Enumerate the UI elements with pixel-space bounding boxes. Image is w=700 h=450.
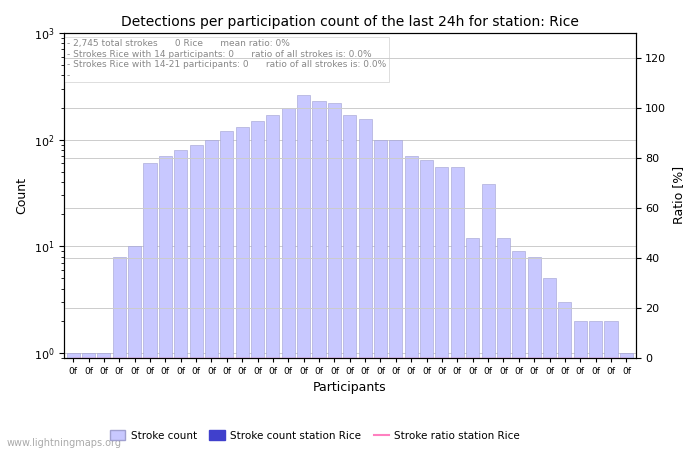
Bar [251,121,264,450]
Bar [389,140,402,450]
Bar [220,131,233,450]
Bar [205,140,218,450]
Bar [297,95,310,450]
Bar [82,353,95,450]
Bar [405,156,418,450]
Bar [528,256,540,450]
Bar [574,321,587,450]
Y-axis label: Ratio [%]: Ratio [%] [672,166,685,225]
Bar [466,238,480,450]
Title: Detections per participation count of the last 24h for station: Rice: Detections per participation count of th… [121,15,579,29]
Bar [328,103,341,450]
Bar [559,302,571,450]
X-axis label: Participants: Participants [313,382,386,395]
Bar [97,353,111,450]
Bar [497,238,510,450]
Bar [358,119,372,450]
Y-axis label: Count: Count [15,177,28,214]
Bar [482,184,495,450]
Bar [174,150,187,450]
Bar [312,101,326,450]
Bar [282,108,295,450]
Bar [144,163,157,450]
Bar [435,167,449,450]
Bar [236,127,248,450]
Bar [512,251,525,450]
Bar [374,140,387,450]
Text: www.lightningmaps.org: www.lightningmaps.org [7,438,122,448]
Bar [128,246,141,450]
Bar [620,353,633,450]
Legend: Stroke count, Stroke count station Rice, Stroke ratio station Rice: Stroke count, Stroke count station Rice,… [106,426,524,445]
Bar [451,167,464,450]
Bar [267,115,279,450]
Bar [343,115,356,450]
Text: - 2,745 total strokes      0 Rice      mean ratio: 0%
- Strokes Rice with 14 par: - 2,745 total strokes 0 Rice mean ratio:… [66,40,386,80]
Bar [66,353,80,450]
Bar [420,160,433,450]
Bar [190,144,202,450]
Bar [589,321,602,450]
Bar [113,256,126,450]
Bar [605,321,617,450]
Bar [159,156,172,450]
Bar [543,279,556,450]
